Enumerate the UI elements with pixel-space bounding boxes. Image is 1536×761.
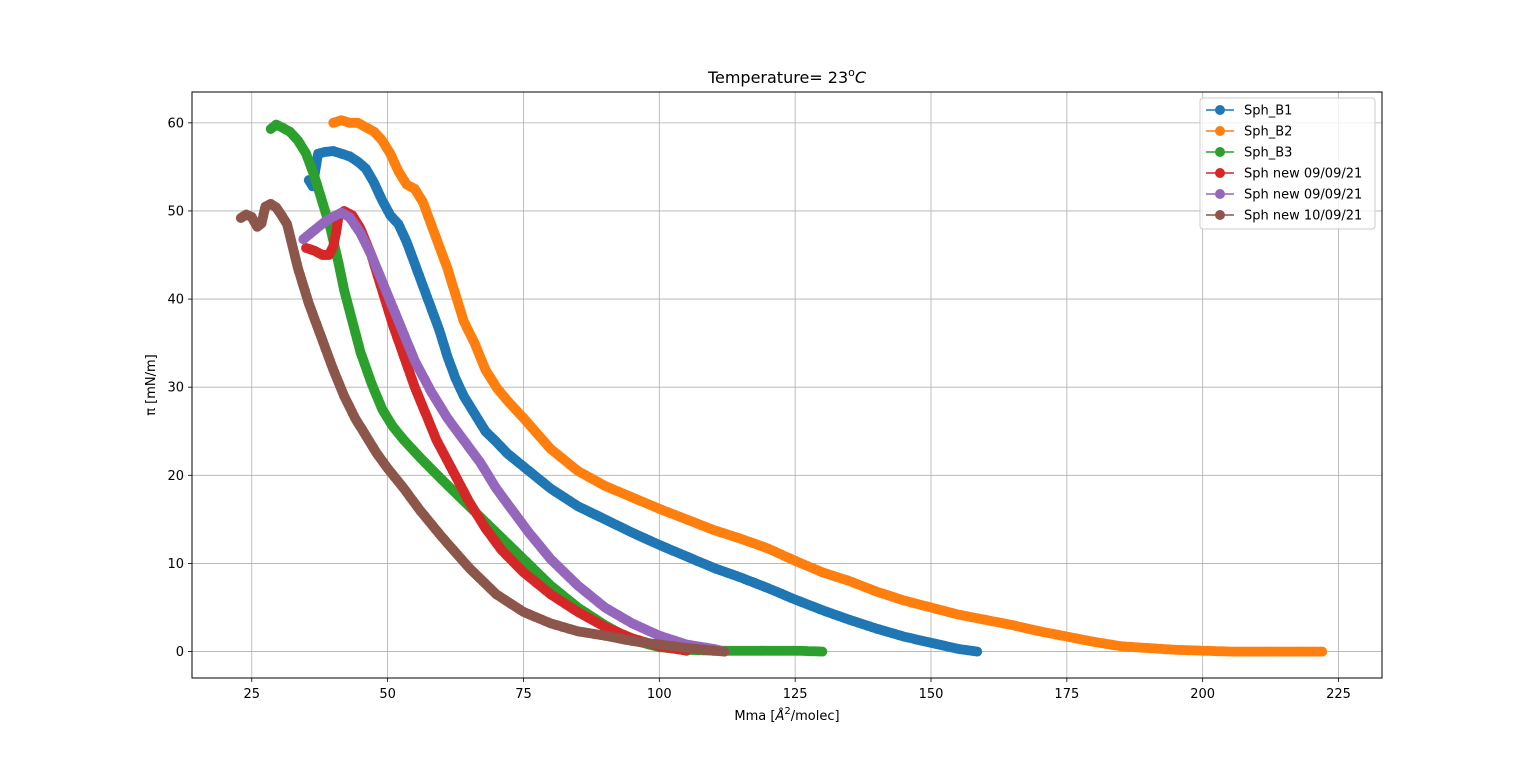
x-tick-label: 225 xyxy=(1326,687,1351,702)
x-tick-label: 150 xyxy=(919,687,944,702)
legend-label: Sph new 10/09/21 xyxy=(1244,209,1362,224)
legend-marker-swatch xyxy=(1215,126,1225,136)
y-tick-label: 20 xyxy=(167,469,184,484)
x-tick-label: 200 xyxy=(1190,687,1215,702)
series-6 xyxy=(235,198,730,657)
legend-marker-swatch xyxy=(1215,105,1225,115)
x-tick-label: 50 xyxy=(379,687,396,702)
legend-label: Sph new 09/09/21 xyxy=(1244,188,1362,203)
legend-label: Sph_B2 xyxy=(1244,125,1292,140)
data-point xyxy=(719,646,730,657)
legend-item: Sph_B2 xyxy=(1206,125,1292,140)
legend-marker-swatch xyxy=(1215,189,1225,199)
y-axis-label: π [mN/m] xyxy=(144,354,159,416)
legend-item: Sph new 10/09/21 xyxy=(1206,209,1362,224)
series-2 xyxy=(328,115,1328,657)
x-axis-ticks: 25 50 75 100 125 150 175 200 225 xyxy=(243,678,1351,702)
x-tick-label: 125 xyxy=(783,687,808,702)
x-axis-label: Mma [Å2/molec] xyxy=(734,706,839,724)
x-tick-label: 75 xyxy=(515,687,532,702)
x-tick-label: 25 xyxy=(243,687,260,702)
legend-label: Sph_B3 xyxy=(1244,146,1292,161)
series-1 xyxy=(303,146,983,657)
legend-box xyxy=(1199,97,1376,230)
plot-area-frame xyxy=(191,91,1383,679)
x-tick-label: 175 xyxy=(1054,687,1079,702)
legend-item: Sph_B3 xyxy=(1206,146,1292,161)
y-tick-label: 50 xyxy=(167,204,184,219)
legend-label: Sph_B1 xyxy=(1244,104,1292,119)
legend-item: Sph new 09/09/21 xyxy=(1206,188,1362,203)
y-tick-label: 0 xyxy=(176,645,184,660)
chart-title: Temperature= 23oC xyxy=(707,66,867,87)
y-axis-ticks: 0 10 20 30 40 50 60 xyxy=(167,116,192,660)
data-point xyxy=(1317,646,1328,657)
data-series xyxy=(235,115,1328,657)
data-point xyxy=(972,646,983,657)
y-tick-label: 30 xyxy=(167,381,184,396)
legend: Sph_B1 Sph_B2 Sph_B3 Sph new 09/09/21 Sph ne… xyxy=(1199,97,1376,230)
y-tick-label: 10 xyxy=(167,557,184,572)
legend-item: Sph_B1 xyxy=(1206,104,1292,119)
y-tick-label: 60 xyxy=(167,116,184,131)
legend-marker-swatch xyxy=(1215,168,1225,178)
legend-item: Sph new 09/09/21 xyxy=(1206,167,1362,182)
legend-label: Sph new 09/09/21 xyxy=(1244,167,1362,182)
x-tick-label: 100 xyxy=(647,687,672,702)
data-point xyxy=(817,646,828,657)
y-tick-label: 40 xyxy=(167,293,184,308)
legend-marker-swatch xyxy=(1215,210,1225,220)
legend-marker-swatch xyxy=(1215,147,1225,157)
